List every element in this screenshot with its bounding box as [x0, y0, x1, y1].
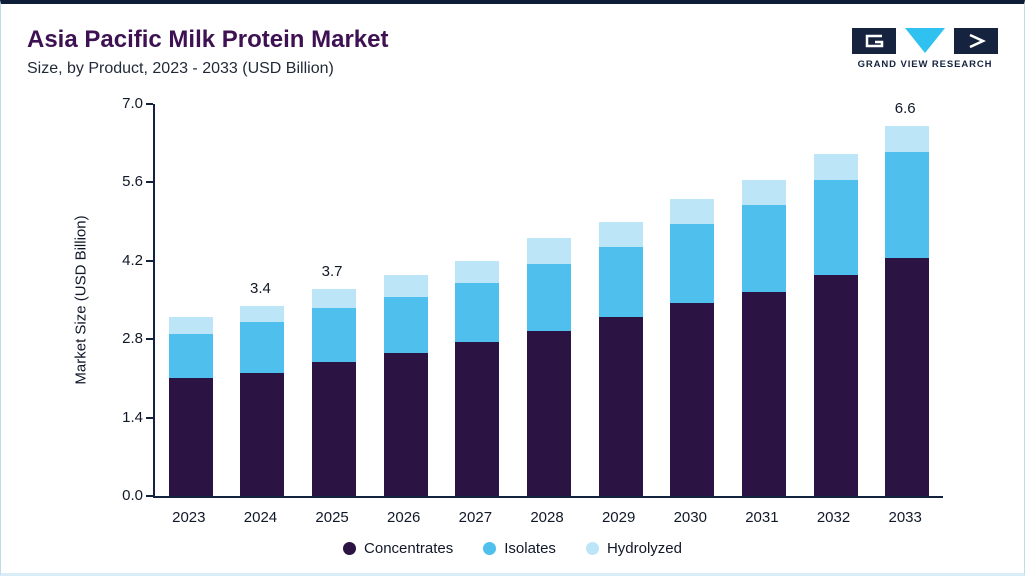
x-tick-label: 2031	[745, 509, 779, 526]
bar-segment-isolates	[455, 283, 500, 342]
y-tick-label: 1.4	[122, 408, 143, 426]
bar-segment-concentrates	[741, 291, 786, 496]
bar-segment-concentrates	[383, 353, 428, 496]
bar-segment-hydrolyzed	[383, 274, 428, 298]
bar-segment-isolates	[312, 308, 357, 362]
x-tick-label: 2029	[601, 509, 636, 526]
bar-segment-isolates	[598, 246, 643, 317]
bar-value-label: 3.4	[250, 279, 271, 297]
bar-segment-hydrolyzed	[240, 305, 285, 323]
bar-2025	[312, 288, 357, 496]
bar-segment-concentrates	[670, 302, 715, 496]
bar-segment-concentrates	[527, 330, 571, 496]
brand-logo-shapes	[852, 28, 998, 54]
x-tick-label: 2025	[315, 509, 349, 526]
y-axis-title: Market Size (USD Billion)	[72, 215, 90, 385]
bar-segment-hydrolyzed	[168, 316, 213, 334]
legend-dot	[483, 542, 497, 555]
bar-2027	[455, 260, 500, 496]
bar-2029	[598, 221, 643, 496]
bar-segment-isolates	[670, 224, 715, 303]
page-subtitle: Size, by Product, 2023 - 2033 (USD Billi…	[27, 59, 334, 77]
bar-segment-concentrates	[455, 342, 500, 496]
bar-segment-isolates	[813, 179, 858, 275]
bar-segment-concentrates	[240, 372, 285, 496]
y-tick-mark	[146, 259, 153, 262]
y-tick-mark	[146, 495, 153, 497]
bar-value-label: 6.6	[894, 100, 916, 118]
bar-segment-hydrolyzed	[312, 288, 357, 309]
y-tick-mark	[146, 103, 153, 105]
bar-segment-hydrolyzed	[885, 126, 930, 152]
legend-dot	[343, 542, 357, 555]
chart-header: Asia Pacific Milk Protein Market Size, b…	[27, 26, 388, 78]
bar-2030	[670, 199, 715, 496]
bar-segment-isolates	[527, 263, 571, 331]
bar-segment-concentrates	[598, 316, 643, 496]
x-tick-label: 2023	[172, 509, 206, 526]
page-title: Asia Pacific Milk Protein Market	[27, 26, 389, 53]
bar-segment-hydrolyzed	[813, 154, 858, 180]
logo-chevron-icon	[954, 28, 998, 54]
x-tick-label: 2028	[530, 509, 564, 526]
y-tick-label: 7.0	[122, 95, 143, 112]
plot-area	[153, 104, 943, 498]
logo-triangle-icon	[905, 28, 945, 53]
bar-2028	[527, 238, 571, 496]
brand-logo: GRAND VIEW RESEARCH	[852, 28, 998, 70]
x-tick-label: 2026	[387, 509, 421, 526]
y-tick-mark	[146, 338, 153, 341]
bar-segment-concentrates	[312, 361, 357, 496]
logo-g-icon	[852, 28, 896, 54]
y-tick-label: 0.0	[122, 487, 143, 504]
bar-2023	[168, 316, 213, 496]
legend-label: Hydrolyzed	[606, 540, 682, 557]
bar-segment-hydrolyzed	[741, 179, 786, 205]
brand-name: GRAND VIEW RESEARCH	[857, 59, 993, 70]
y-tick-label: 4.2	[122, 251, 143, 269]
bar-segment-isolates	[168, 333, 213, 379]
bar-segment-concentrates	[168, 378, 213, 496]
legend-item-hydrolyzed: Hydrolyzed	[585, 540, 682, 557]
bar-segment-concentrates	[885, 258, 930, 496]
bar-segment-isolates	[885, 151, 930, 258]
legend-label: Isolates	[504, 540, 556, 557]
bar-2026	[383, 274, 428, 496]
x-tick-label: 2027	[458, 509, 493, 526]
bar-segment-hydrolyzed	[527, 238, 571, 264]
legend: Concentrates Isolates Hydrolyzed	[1, 540, 1024, 557]
bar-segment-isolates	[741, 204, 786, 292]
bar-segment-concentrates	[813, 274, 858, 496]
bar-segment-hydrolyzed	[455, 260, 500, 284]
y-tick-label: 2.8	[122, 330, 143, 348]
bar-segment-hydrolyzed	[598, 221, 643, 247]
legend-item-isolates: Isolates	[483, 540, 556, 557]
bar-2024	[240, 305, 285, 496]
legend-dot	[585, 542, 599, 555]
legend-label: Concentrates	[364, 540, 454, 557]
x-tick-label: 2024	[243, 509, 278, 526]
y-tick-mark	[146, 181, 153, 184]
legend-item-concentrates: Concentrates	[343, 540, 453, 557]
bar-2033	[885, 126, 930, 496]
bar-value-label: 3.7	[321, 262, 343, 280]
bar-segment-isolates	[383, 297, 428, 354]
bar-segment-hydrolyzed	[670, 199, 715, 225]
x-tick-label: 2032	[816, 509, 851, 526]
bar-2031	[741, 179, 786, 496]
x-tick-label: 2033	[888, 509, 922, 526]
bar-segment-isolates	[240, 322, 285, 373]
x-tick-label: 2030	[673, 509, 707, 526]
y-tick-mark	[146, 416, 153, 419]
bar-2032	[813, 154, 858, 496]
y-tick-label: 5.6	[122, 173, 143, 191]
